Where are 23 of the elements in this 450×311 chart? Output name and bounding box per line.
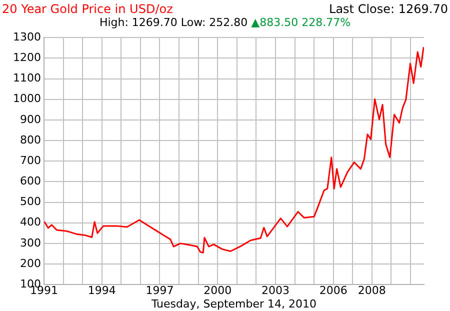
y-tick-label: 1200 — [13, 51, 41, 64]
x-tick-label: 2008 — [358, 284, 386, 298]
x-tick-label: 1994 — [88, 284, 116, 298]
y-tick-label: 800 — [20, 133, 41, 146]
y-tick-label: 300 — [20, 236, 41, 250]
text: High: 1269.70 Low: 252.80 — [99, 16, 249, 29]
y-tick-label: 1100 — [13, 72, 41, 85]
y-tick-label: 900 — [20, 112, 41, 126]
x-tick-label: 2003 — [261, 284, 290, 298]
text: Last Close: 1269.70 — [329, 2, 448, 16]
y-tick-label: 200 — [20, 256, 41, 270]
y-tick-label: 1000 — [13, 92, 41, 106]
y-tick-label: 600 — [20, 174, 41, 188]
text: ▲883.50 228.77% — [251, 16, 351, 29]
x-axis-title: Tuesday, September 14, 2010 — [150, 297, 317, 310]
y-tick-label: 400 — [20, 216, 41, 229]
y-tick-label: 1300 — [13, 30, 41, 44]
y-tick-label: 700 — [20, 154, 41, 167]
chart-title: 20 Year Gold Price in USD/oz — [2, 2, 173, 16]
x-tick-label: 2006 — [319, 284, 348, 298]
y-tick-label: 500 — [20, 195, 41, 208]
x-tick-label: 2000 — [204, 284, 232, 298]
x-tick-label: 1997 — [146, 284, 174, 298]
